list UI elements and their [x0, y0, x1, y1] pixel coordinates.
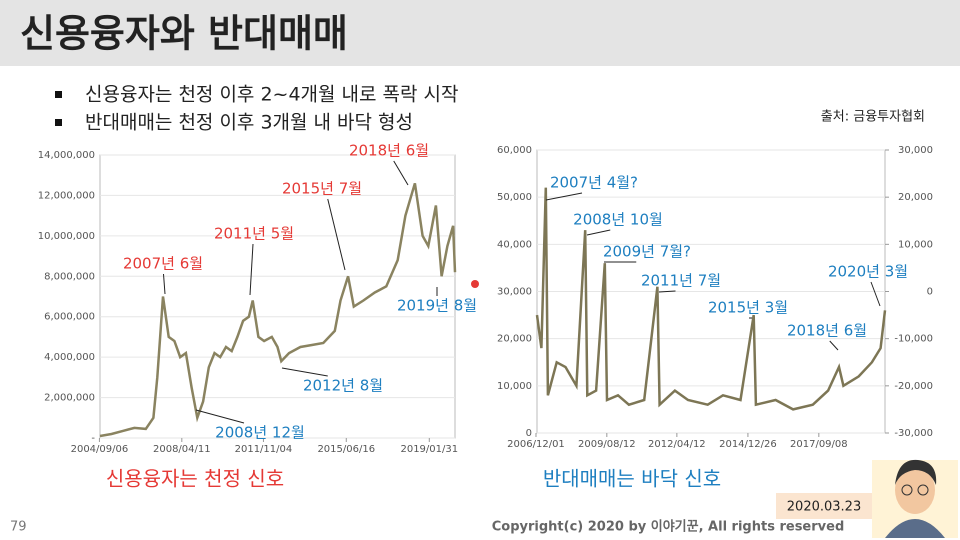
copyright: Copyright(c) 2020 by 이야기꾼, All rights re…: [492, 519, 845, 535]
y2-tick-label: 0: [927, 287, 933, 298]
x-tick-label: 2004/09/06: [71, 444, 129, 455]
date: 2020.03.23: [787, 500, 861, 515]
annotation: 2012년 8월: [303, 377, 383, 395]
annotation: 2008년 10월: [573, 211, 663, 229]
y-tick-label: 6,000,000: [44, 312, 95, 323]
annotation-arrow: [249, 243, 254, 296]
y-tick-label: 60,000: [497, 145, 532, 156]
y-tick-label: 4,000,000: [44, 352, 95, 363]
bullet-text: 신용융자는 천정 이후 2~4개월 내로 폭락 시작: [85, 84, 459, 106]
annotation: 2009년 7월?: [603, 243, 691, 261]
pointer: [471, 280, 479, 288]
y2-tick-label: 30,000: [898, 145, 933, 156]
date-box: [776, 493, 872, 519]
x-tick-label: 2019/01/31: [400, 444, 458, 455]
annotation-arrow: [870, 281, 881, 307]
y-tick-label: -: [91, 433, 95, 444]
annotation-arrow: [545, 192, 583, 201]
x-tick-label: 2017/09/08: [790, 439, 848, 450]
y-tick-label: 20,000: [497, 334, 532, 345]
x-tick-label: 2014/12/26: [719, 439, 777, 450]
data-line: [99, 182, 457, 438]
x-tick-label: 2006/12/01: [507, 439, 565, 450]
y2-tick-label: -30,000: [894, 428, 933, 439]
annotation: 2011년 5월: [214, 225, 294, 243]
avatar: [872, 459, 958, 538]
y2-tick-label: 20,000: [898, 192, 933, 203]
y-tick-label: 30,000: [497, 287, 532, 298]
annotation-arrow: [829, 340, 839, 351]
annotation: 2011년 7월: [641, 272, 721, 290]
annotation-arrow: [163, 273, 166, 295]
x-tick-label: 2008/04/11: [153, 444, 211, 455]
caption: 신용융자는 천정 신호: [106, 467, 284, 491]
annotation: 2007년 4월?: [550, 174, 638, 192]
annotation: 2020년 3월: [828, 263, 908, 281]
page-number: 79: [10, 520, 27, 535]
bullet-text: 반대매매는 천정 이후 3개월 내 바닥 형성: [85, 112, 413, 134]
y-tick-label: 40,000: [497, 239, 532, 250]
annotation: 2015년 3월: [708, 299, 788, 317]
annotation: 2007년 6월: [123, 255, 203, 273]
y-tick-label: 10,000,000: [38, 231, 95, 242]
annotation: 2015년 7월: [282, 180, 362, 198]
slide-title: 신용융자와 반대매매: [20, 12, 348, 56]
annotation-arrow: [658, 290, 676, 293]
annotation-arrow: [393, 160, 409, 186]
annotation: 2018년 6월: [787, 322, 867, 340]
y-tick-label: 12,000,000: [38, 190, 95, 201]
y2-tick-label: -10,000: [894, 334, 933, 345]
source: 출처: 금융투자협회: [821, 110, 925, 125]
data-line: [535, 187, 887, 411]
x-tick-label: 2012/04/12: [648, 439, 706, 450]
annotation-arrow: [281, 367, 328, 377]
y2-tick-label: 10,000: [898, 239, 933, 250]
y-tick-label: 14,000,000: [38, 150, 95, 161]
x-tick-label: 2011/11/04: [235, 444, 293, 455]
annotation: 2019년 8월: [397, 297, 477, 315]
caption: 반대매매는 바닥 신호: [543, 467, 721, 491]
bullet: [55, 91, 62, 98]
bullet: [55, 119, 62, 126]
annotation-arrow: [195, 409, 245, 424]
y-tick-label: 2,000,000: [44, 393, 95, 404]
x-tick-label: 2015/06/16: [317, 444, 375, 455]
y-tick-label: 8,000,000: [44, 271, 95, 282]
y2-tick-label: -20,000: [894, 381, 933, 392]
y-tick-label: 50,000: [497, 192, 532, 203]
y-tick-label: 10,000: [497, 381, 532, 392]
annotation: 2018년 6월: [349, 142, 429, 160]
annotation-arrow: [586, 229, 611, 236]
y-tick-label: 0: [526, 428, 532, 439]
annotation: 2008년 12월: [215, 424, 305, 442]
title-bar: [0, 0, 960, 66]
x-tick-label: 2009/08/12: [578, 439, 636, 450]
annotation-arrow: [327, 198, 346, 271]
